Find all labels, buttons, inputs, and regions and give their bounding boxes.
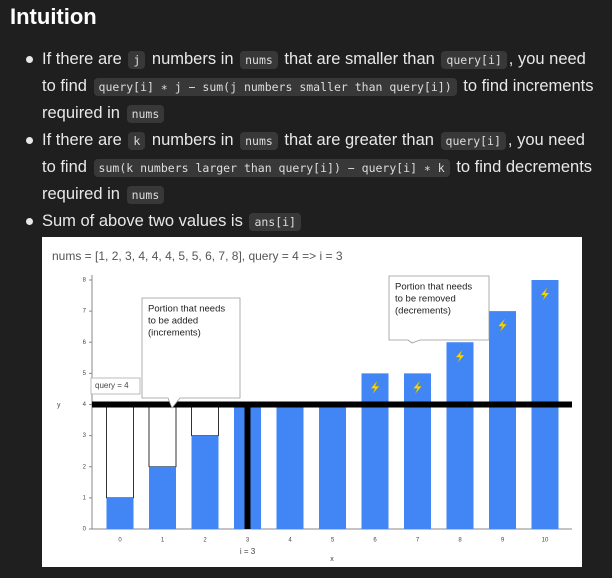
bolt-icon bbox=[455, 350, 465, 363]
bolt-icon bbox=[498, 318, 507, 332]
y-tick-label: 7 bbox=[83, 309, 87, 315]
x-tick-label: 1 bbox=[161, 538, 165, 544]
reference-label: query = 4 bbox=[95, 381, 129, 390]
inline-code: nums bbox=[126, 186, 165, 204]
bar bbox=[489, 311, 516, 529]
inline-code: nums bbox=[240, 132, 278, 150]
x-tick-label: 0 bbox=[118, 538, 122, 544]
y-tick-label: 5 bbox=[83, 371, 87, 377]
inline-code: query[i] ∗ j − sum(j numbers smaller tha… bbox=[93, 78, 457, 96]
text: to find increments required in bbox=[42, 77, 594, 122]
bar bbox=[191, 435, 219, 529]
bar bbox=[361, 373, 389, 529]
callout-text: Portion that needs bbox=[148, 304, 225, 315]
text: that are smaller than bbox=[279, 50, 440, 68]
text: numbers in bbox=[147, 50, 239, 68]
chart: nums = [1, 2, 3, 4, 4, 4, 5, 5, 6, 7, 8]… bbox=[42, 237, 582, 567]
x-tick-label: 9 bbox=[501, 538, 505, 544]
text: , you need to find bbox=[42, 50, 586, 95]
x-tick-label: 8 bbox=[458, 538, 462, 544]
x-axis-label: x bbox=[330, 556, 334, 563]
gap-box bbox=[148, 404, 177, 468]
y-tick-label: 6 bbox=[83, 340, 87, 346]
bar bbox=[319, 404, 346, 529]
text: If there are bbox=[42, 131, 127, 149]
bar bbox=[106, 497, 134, 529]
bolt-icon bbox=[413, 381, 422, 394]
inline-code: j bbox=[128, 51, 146, 69]
bolt-icon bbox=[540, 287, 550, 301]
label-box bbox=[90, 377, 141, 395]
chart-title: nums = [1, 2, 3, 4, 4, 4, 5, 5, 6, 7, 8]… bbox=[52, 249, 343, 263]
y-tick-label: 8 bbox=[83, 278, 87, 284]
heading: Intuition bbox=[10, 4, 97, 29]
x-tick-label: 6 bbox=[373, 538, 377, 544]
x-tick-label: 7 bbox=[416, 538, 420, 544]
bullet-list: If there are j numbers in nums that are … bbox=[0, 46, 595, 235]
y-tick-label: 3 bbox=[83, 433, 87, 439]
y-tick-label: 4 bbox=[83, 402, 87, 408]
x-tick-label: 10 bbox=[542, 538, 549, 544]
bar bbox=[404, 373, 431, 529]
inline-code: query[i] bbox=[440, 132, 506, 150]
inline-code: nums bbox=[126, 105, 165, 123]
text: numbers in bbox=[147, 131, 239, 149]
inline-code: k bbox=[128, 132, 146, 150]
y-tick-label: 2 bbox=[83, 464, 87, 470]
callout-text: (decrements) bbox=[395, 306, 451, 317]
bar bbox=[276, 404, 304, 529]
x-tick-label: 5 bbox=[331, 538, 335, 544]
callout-text: to be added bbox=[148, 316, 198, 327]
text: , you need to find bbox=[42, 131, 585, 176]
callout bbox=[388, 275, 490, 344]
x-tick-label: 4 bbox=[288, 538, 292, 544]
bullet: Sum of above two values is ans[i] bbox=[26, 208, 595, 235]
x-tick-label: 3 bbox=[246, 538, 250, 544]
bolt-icon bbox=[370, 381, 380, 394]
gap-box bbox=[191, 404, 219, 437]
bullet: If there are k numbers in nums that are … bbox=[26, 127, 595, 208]
y-axis-label: y bbox=[57, 402, 61, 409]
text: If there are bbox=[42, 50, 127, 68]
callout-text: to be removed bbox=[395, 294, 456, 305]
bar bbox=[446, 342, 474, 529]
callout-text: Portion that needs bbox=[395, 282, 472, 293]
y-tick-label: 0 bbox=[83, 527, 87, 533]
inline-code: ans[i] bbox=[249, 213, 301, 231]
inline-code: sum(k numbers larger than query[i]) − qu… bbox=[93, 159, 450, 177]
bullet: If there are j numbers in nums that are … bbox=[26, 46, 595, 127]
callout-text: (increments) bbox=[148, 328, 201, 339]
text: that are greater than bbox=[279, 131, 439, 149]
text: to find decrements required in bbox=[42, 158, 593, 203]
inline-code: nums bbox=[240, 51, 278, 69]
callout bbox=[141, 297, 241, 409]
y-tick-label: 1 bbox=[83, 495, 87, 501]
bar bbox=[149, 466, 176, 529]
x-tick-label: 2 bbox=[203, 538, 207, 544]
text: Sum of above two values is bbox=[42, 212, 248, 230]
gap-box bbox=[106, 404, 134, 499]
inline-code: query[i] bbox=[441, 51, 507, 69]
index-label: i = 3 bbox=[240, 547, 256, 556]
